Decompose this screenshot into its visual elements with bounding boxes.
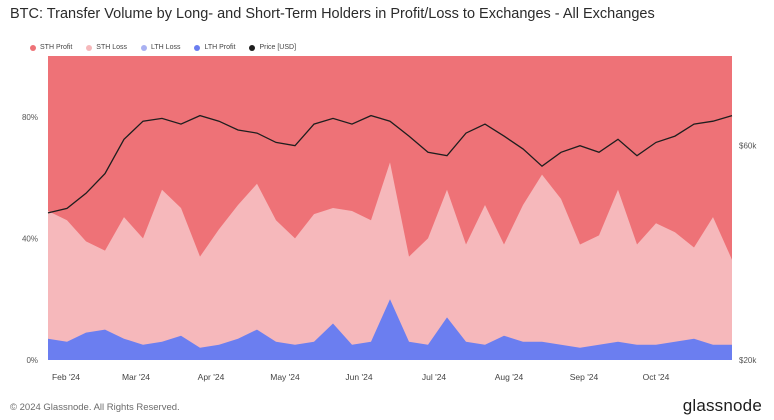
legend-label-price: Price [USD] [259,44,297,51]
legend-swatch-sth-profit [30,44,36,51]
legend-label-lth-profit: LTH Profit [204,44,236,51]
chart-legend: STH Profit STH Loss LTH Loss LTH Profit … [30,44,296,51]
y-left-tick-label: 40% [22,234,38,243]
legend-item-price[interactable]: Price [USD] [249,44,296,51]
x-tick-label: Oct '24 [643,372,670,382]
legend-swatch-sth-loss [86,44,93,51]
legend-item-sth-loss[interactable]: STH Loss [86,44,127,51]
x-tick-label: Apr '24 [198,372,225,382]
legend-label-lth-loss: LTH Loss [151,44,181,51]
x-tick-label: Mar '24 [122,372,150,382]
legend-label-sth-loss: STH Loss [96,44,128,51]
x-tick-label: Sep '24 [570,372,599,382]
y-left-tick-label: 0% [26,356,38,365]
y-left-tick-label: 80% [22,113,38,122]
x-tick-label: Jun '24 [345,372,372,382]
x-tick-label: Aug '24 [495,372,524,382]
x-tick-label: Feb '24 [52,372,80,382]
y-right-tick-label: $60k [739,142,757,151]
y-right-tick-label: $20k [739,356,757,365]
legend-swatch-lth-loss [141,44,148,51]
x-tick-label: May '24 [270,372,300,382]
copyright-text: © 2024 Glassnode. All Rights Reserved. [10,402,180,413]
legend-swatch-lth-profit [194,44,201,51]
brand-logo: glassnode [682,396,762,415]
legend-swatch-price [249,44,256,51]
legend-label-sth-profit: STH Profit [40,44,73,51]
area-lth-profit [48,299,732,360]
chart-title: BTC: Transfer Volume by Long- and Short-… [10,6,655,22]
legend-item-lth-profit[interactable]: LTH Profit [194,44,235,51]
area-sth-loss [48,162,732,360]
price-line [47,114,733,214]
x-tick-label: Jul '24 [422,372,447,382]
legend-item-sth-profit[interactable]: STH Profit [30,44,72,51]
legend-item-lth-loss[interactable]: LTH Loss [141,44,180,51]
